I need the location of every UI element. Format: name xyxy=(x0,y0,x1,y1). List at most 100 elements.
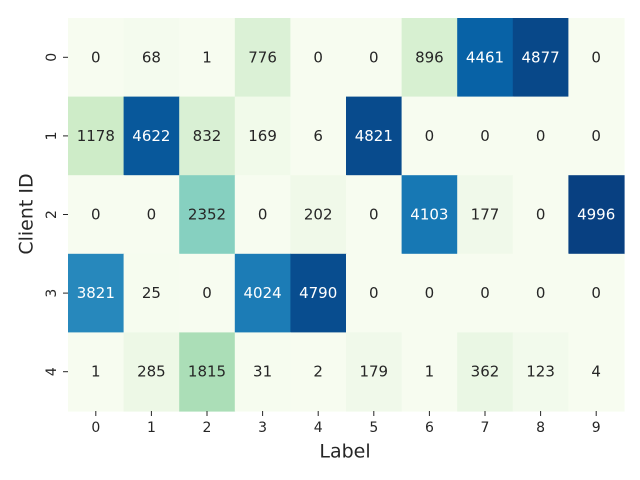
cell-value-r4-c9: 4 xyxy=(591,363,601,381)
heatmap-cell-r0-c4 xyxy=(290,18,347,98)
heatmap-cell-r1-c1 xyxy=(123,96,180,176)
y-tick-label-3: 3 xyxy=(44,289,60,298)
heatmap-cell-r2-c0 xyxy=(68,175,125,255)
heatmap-cell-r0-c1 xyxy=(123,18,180,98)
cell-value-r3-c6: 0 xyxy=(425,284,435,302)
heatmap-cell-r3-c4 xyxy=(290,253,347,333)
cell-value-r3-c8: 0 xyxy=(536,284,546,302)
heatmap-cell-r0-c2 xyxy=(179,18,236,98)
heatmap-cell-r1-c4 xyxy=(290,96,347,176)
x-tick-label-3: 3 xyxy=(258,420,267,436)
heatmap-cell-r0-c5 xyxy=(346,18,403,98)
cell-value-r0-c0: 0 xyxy=(91,48,101,66)
heatmap-cell-r3-c1 xyxy=(123,253,180,333)
heatmap-cell-r4-c4 xyxy=(290,332,347,412)
cell-value-r1-c6: 0 xyxy=(425,127,435,145)
cell-value-r2-c2: 2352 xyxy=(188,206,226,224)
x-tick-label-8: 8 xyxy=(536,420,545,436)
cell-value-r2-c1: 0 xyxy=(147,206,157,224)
cell-value-r2-c5: 0 xyxy=(369,206,379,224)
cell-value-r1-c9: 0 xyxy=(591,127,601,145)
cell-value-r3-c3: 4024 xyxy=(244,284,282,302)
heatmap-cell-r1-c6 xyxy=(401,96,458,176)
y-tick-label-2: 2 xyxy=(44,210,60,219)
heatmap-cell-r3-c9 xyxy=(568,253,625,333)
heatmap-cell-r2-c8 xyxy=(512,175,569,255)
cell-value-r3-c0: 3821 xyxy=(77,284,115,302)
x-tick-label-5: 5 xyxy=(369,420,378,436)
heatmap-cell-r2-c2 xyxy=(179,175,236,255)
cell-value-r3-c1: 25 xyxy=(142,284,161,302)
heatmap-cell-r1-c9 xyxy=(568,96,625,176)
heatmap-cell-r1-c7 xyxy=(457,96,514,176)
heatmap-cell-r0-c3 xyxy=(234,18,291,98)
heatmap-cell-r4-c9 xyxy=(568,332,625,412)
heatmap-cell-r4-c8 xyxy=(512,332,569,412)
heatmap-cell-r2-c5 xyxy=(346,175,403,255)
heatmap-cell-r1-c3 xyxy=(234,96,291,176)
heatmap-cell-r4-c6 xyxy=(401,332,458,412)
x-axis-title: Label xyxy=(319,441,370,463)
cell-value-r2-c6: 4103 xyxy=(410,206,448,224)
cell-annotations: 0 68 1 776 0 0 896 4461 4877 0 1178 4622 832 169 6 4821… xyxy=(77,48,616,380)
cell-value-r4-c0: 1 xyxy=(91,363,101,381)
x-axis-ticks: 0 1 2 3 4 5 6 7 8 9 xyxy=(91,411,601,436)
cell-value-r4-c2: 1815 xyxy=(188,363,226,381)
heatmap-cell-r0-c0 xyxy=(68,18,125,98)
cell-value-r2-c0: 0 xyxy=(91,206,101,224)
cell-value-r4-c5: 179 xyxy=(359,363,388,381)
heatmap-cell-r0-c7 xyxy=(457,18,514,98)
heatmap-cell-r2-c9 xyxy=(568,175,625,255)
x-tick-label-9: 9 xyxy=(592,420,601,436)
heatmap-cell-r1-c5 xyxy=(346,96,403,176)
y-axis-ticks: 0 1 2 3 4 xyxy=(44,53,68,376)
heatmap-cell-r3-c7 xyxy=(457,253,514,333)
cell-value-r4-c3: 31 xyxy=(253,363,272,381)
heatmap-cell-r3-c5 xyxy=(346,253,403,333)
heatmap-cell-r0-c8 xyxy=(512,18,569,98)
heatmap-cell-r1-c0 xyxy=(68,96,125,176)
heatmap-cell-r2-c4 xyxy=(290,175,347,255)
heatmap-cells xyxy=(68,18,625,412)
cell-value-r2-c7: 177 xyxy=(471,206,500,224)
heatmap-cell-r4-c2 xyxy=(179,332,236,412)
heatmap-cell-r3-c0 xyxy=(68,253,125,333)
cell-value-r0-c6: 896 xyxy=(415,48,444,66)
x-tick-label-0: 0 xyxy=(91,420,100,436)
y-tick-label-4: 4 xyxy=(44,367,60,376)
cell-value-r1-c1: 4622 xyxy=(132,127,170,145)
heatmap-cell-r0-c9 xyxy=(568,18,625,98)
cell-value-r1-c4: 6 xyxy=(313,127,323,145)
cell-value-r0-c4: 0 xyxy=(313,48,323,66)
cell-value-r4-c6: 1 xyxy=(425,363,435,381)
cell-value-r4-c8: 123 xyxy=(526,363,555,381)
x-tick-label-2: 2 xyxy=(203,420,212,436)
cell-value-r3-c2: 0 xyxy=(202,284,212,302)
heatmap-cell-r4-c0 xyxy=(68,332,125,412)
heatmap-cell-r3-c6 xyxy=(401,253,458,333)
cell-value-r1-c8: 0 xyxy=(536,127,546,145)
heatmap-cell-r3-c2 xyxy=(179,253,236,333)
cell-value-r0-c5: 0 xyxy=(369,48,379,66)
cell-value-r1-c5: 4821 xyxy=(355,127,393,145)
heatmap-cell-r4-c1 xyxy=(123,332,180,412)
x-tick-label-1: 1 xyxy=(147,420,156,436)
y-tick-label-0: 0 xyxy=(44,53,60,62)
cell-value-r1-c2: 832 xyxy=(193,127,222,145)
heatmap-cell-r3-c8 xyxy=(512,253,569,333)
heatmap-cell-r4-c5 xyxy=(346,332,403,412)
cell-value-r0-c1: 68 xyxy=(142,48,161,66)
cell-value-r3-c4: 4790 xyxy=(299,284,337,302)
cell-value-r4-c7: 362 xyxy=(471,363,500,381)
heatmap-cell-r2-c3 xyxy=(234,175,291,255)
cell-value-r0-c8: 4877 xyxy=(522,48,560,66)
heatmap-cell-r4-c3 xyxy=(234,332,291,412)
cell-value-r0-c7: 4461 xyxy=(466,48,504,66)
cell-value-r2-c3: 0 xyxy=(258,206,268,224)
x-tick-label-6: 6 xyxy=(425,420,434,436)
cell-value-r3-c7: 0 xyxy=(480,284,490,302)
heatmap-cell-r4-c7 xyxy=(457,332,514,412)
x-tick-label-4: 4 xyxy=(314,420,323,436)
cell-value-r0-c9: 0 xyxy=(591,48,601,66)
cell-value-r4-c4: 2 xyxy=(313,363,323,381)
